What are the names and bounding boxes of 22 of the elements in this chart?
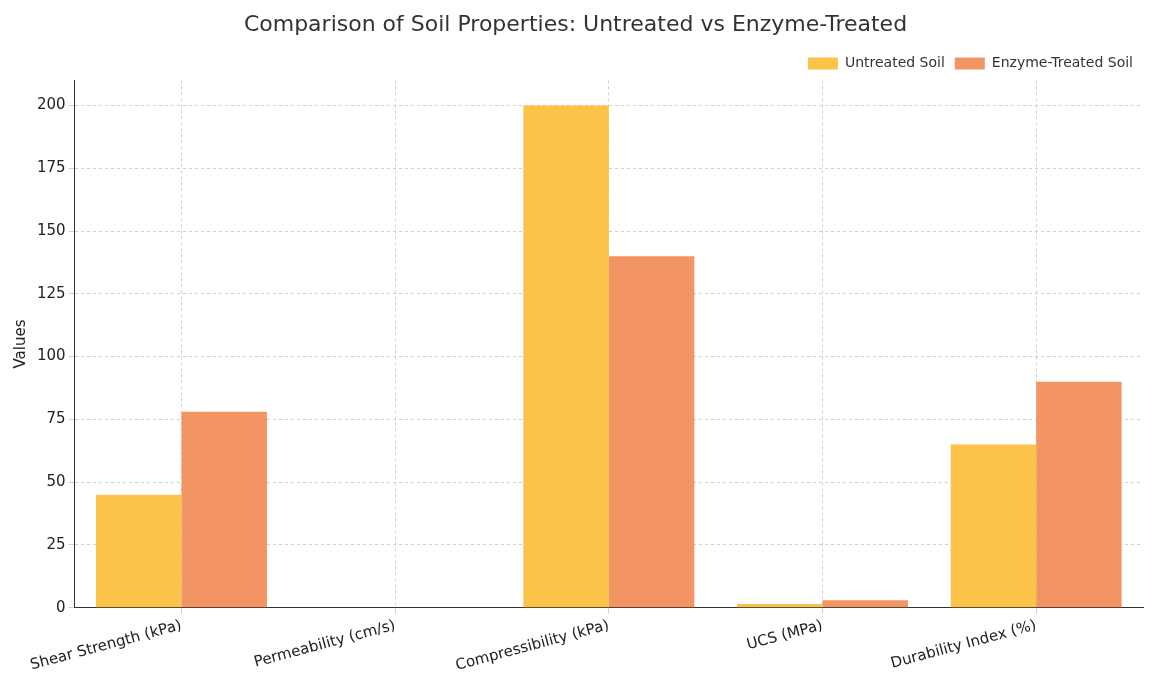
bar <box>523 105 609 608</box>
bar <box>950 444 1037 608</box>
y-tick-label: 200 <box>36 95 66 114</box>
y-tick-label: 25 <box>46 534 66 553</box>
y-axis-title: Values <box>10 319 29 369</box>
chart-title: Comparison of Soil Properties: Untreated vs Enzyme-Treated <box>243 10 908 36</box>
y-tick-label: 175 <box>36 158 66 177</box>
y-tick-label: 0 <box>56 597 66 616</box>
y-tick-label: 125 <box>36 283 66 302</box>
bar <box>181 411 267 608</box>
y-tick-label: 50 <box>46 472 66 491</box>
legend-label: Enzyme-Treated Soil <box>991 54 1134 71</box>
y-tick-label: 100 <box>36 346 66 365</box>
y-tick-label: 150 <box>36 220 66 239</box>
bar <box>822 600 908 608</box>
bar <box>737 603 823 608</box>
legend-label: Untreated Soil <box>844 54 945 71</box>
x-tick-label: UCS (MPa) <box>744 615 825 654</box>
y-tick-label: 75 <box>46 409 66 428</box>
bar <box>96 494 182 608</box>
bar <box>1036 381 1122 608</box>
bar <box>608 256 695 608</box>
